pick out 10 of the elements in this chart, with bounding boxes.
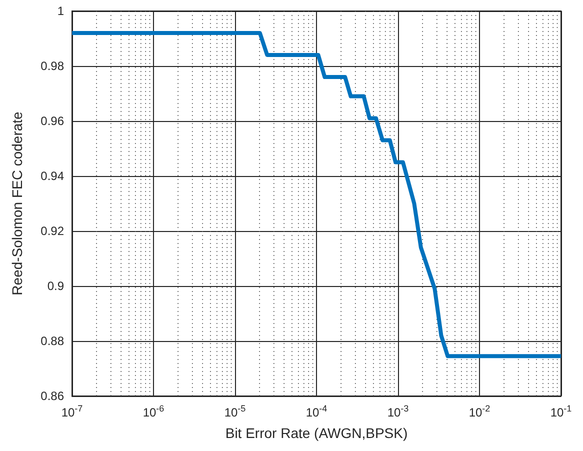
- y-tick-label: 0.94: [40, 169, 64, 183]
- y-axis-title: Reed-Solomon FEC coderate: [9, 111, 25, 296]
- y-tick-label: 0.9: [47, 279, 64, 293]
- y-tick-label: 1: [57, 4, 64, 18]
- x-axis-title: Bit Error Rate (AWGN,BPSK): [225, 425, 408, 441]
- y-tick-label: 0.86: [40, 389, 64, 403]
- y-tick-label: 0.98: [40, 59, 64, 73]
- y-tick-label: 0.88: [40, 334, 64, 348]
- y-tick-label: 0.92: [40, 224, 64, 238]
- y-tick-label: 0.96: [40, 114, 64, 128]
